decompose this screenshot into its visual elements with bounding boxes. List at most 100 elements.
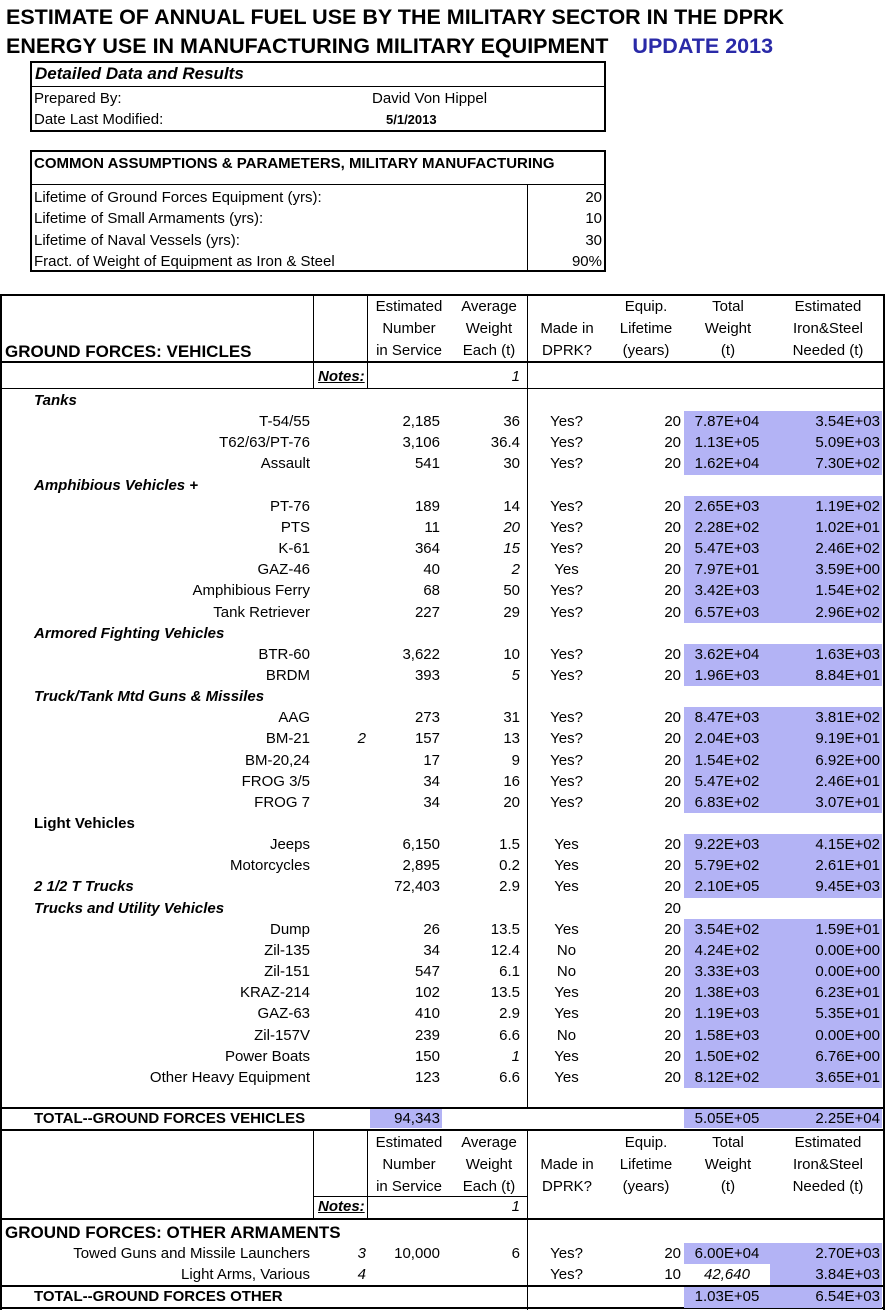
number-cell: 227 [414, 603, 440, 621]
weight-cell: 2.9 [499, 1005, 520, 1023]
number-cell: 10,000 [394, 1245, 440, 1262]
total-weight-cell: 3.54E+02 [694, 920, 760, 938]
iron-cell: 9.45E+03 [815, 878, 880, 896]
made-cell: Yes [554, 857, 579, 875]
notes-label: Notes: [318, 368, 365, 385]
item-label: Dump [269, 920, 310, 938]
notes-value: 1 [511, 1198, 520, 1215]
divider [0, 1129, 885, 1131]
made-cell: Yes? [550, 413, 583, 431]
note-cell: 3 [357, 1245, 366, 1262]
lifetime-cell: 20 [664, 603, 681, 621]
assumptions-heading: COMMON ASSUMPTIONS & PARAMETERS, MILITAR… [34, 155, 555, 172]
assumption-value: 10 [585, 210, 602, 228]
total-weight-cell: 7.87E+04 [694, 413, 760, 431]
total-weight-cell: 1.58E+03 [694, 1026, 760, 1044]
lifetime-cell: 20 [664, 1005, 681, 1023]
lifetime-cell: 20 [664, 645, 681, 663]
made-cell: Yes [554, 1068, 579, 1086]
lifetime-cell: 20 [664, 963, 681, 981]
prepared-value: David Von Hippel [372, 90, 488, 107]
iron-cell: 0.00E+00 [815, 1026, 880, 1044]
weight-cell: 13 [503, 730, 520, 748]
weight-cell: 6 [511, 1245, 520, 1262]
item-label: KRAZ-214 [239, 984, 310, 1002]
divider [313, 294, 314, 389]
total-weight-cell: 2.10E+05 [694, 878, 760, 896]
weight-cell: 2 [511, 561, 520, 579]
iron-cell: 3.81E+02 [815, 709, 880, 727]
total-iron: 6.54E+03 [815, 1288, 880, 1305]
total-weight-cell: 2.28E+02 [694, 518, 760, 536]
divider [527, 1130, 528, 1310]
weight-cell: 6.6 [499, 1068, 520, 1086]
assumption-value: 90% [571, 252, 602, 270]
iron-cell: 5.35E+01 [815, 1005, 880, 1023]
highlight-cell [684, 1243, 882, 1264]
category-label: Armored Fighting Vehicles [34, 624, 225, 642]
assumption-value: 20 [585, 189, 602, 206]
highlight-cell [684, 1109, 882, 1128]
number-cell: 17 [423, 751, 440, 769]
iron-cell: 1.59E+01 [815, 920, 880, 938]
divider [527, 388, 528, 1108]
iron-cell: 3.54E+03 [815, 413, 880, 431]
title-line-2: ENERGY USE IN MANUFACTURING MILITARY EQU… [6, 33, 773, 59]
total-label: TOTAL--GROUND FORCES OTHER [34, 1288, 283, 1305]
category-label: Trucks and Utility Vehicles [34, 899, 225, 917]
divider [0, 361, 885, 363]
weight-cell: 20 [503, 793, 520, 811]
weight-cell: 36.4 [490, 434, 520, 452]
category-label: Amphibious Vehicles + [34, 476, 199, 494]
header-life: Lifetime [619, 1156, 673, 1173]
section-title: GROUND FORCES: OTHER ARMAMENTS [5, 1223, 341, 1242]
notes-value: 1 [511, 368, 520, 385]
number-cell: 150 [414, 1047, 440, 1065]
lifetime-cell: 20 [664, 899, 681, 917]
made-cell: Yes? [550, 730, 583, 748]
iron-cell: 1.19E+02 [815, 497, 880, 515]
made-cell: Yes? [550, 518, 583, 536]
total-weight-cell: 1.38E+03 [694, 984, 760, 1002]
header-tw: Total [712, 1134, 744, 1151]
note-cell: 2 [357, 730, 366, 748]
total-weight-cell: 3.42E+03 [694, 582, 760, 600]
weight-cell: 12.4 [490, 941, 520, 959]
highlight-cell [684, 707, 882, 813]
highlight-cell [684, 411, 882, 475]
table-left-border [0, 294, 2, 1310]
highlight-cell [684, 495, 882, 623]
number-cell: 3,106 [402, 434, 440, 452]
iron-cell: 6.23E+01 [815, 984, 880, 1002]
divider [367, 1130, 368, 1220]
made-cell: Yes? [550, 1245, 583, 1262]
divider [0, 1285, 885, 1287]
item-label: Assault [260, 455, 310, 473]
item-label: PT-76 [269, 497, 310, 515]
made-cell: Yes? [550, 709, 583, 727]
weight-cell: 2.9 [499, 878, 520, 896]
item-label: Motorcycles [229, 857, 310, 875]
made-cell: Yes [554, 984, 579, 1002]
weight-cell: 6.6 [499, 1026, 520, 1044]
header-avg: Average [461, 1134, 517, 1151]
info-box [30, 61, 606, 132]
made-cell: Yes? [550, 772, 583, 790]
weight-cell: 6.1 [499, 963, 520, 981]
assumption-label: Lifetime of Ground Forces Equipment (yrs… [34, 189, 322, 206]
total-weight-cell: 3.33E+03 [694, 963, 760, 981]
made-cell: Yes [554, 878, 579, 896]
iron-cell: 8.84E+01 [815, 666, 880, 684]
item-label: Jeeps [269, 836, 310, 854]
total-weight-cell: 1.13E+05 [694, 434, 760, 452]
made-cell: Yes [554, 920, 579, 938]
header-tw: (t) [720, 1178, 736, 1195]
lifetime-cell: 20 [664, 772, 681, 790]
item-label: T62/63/PT-76 [219, 434, 310, 452]
lifetime-cell: 20 [664, 984, 681, 1002]
header-iron: Needed (t) [792, 1178, 864, 1195]
modified-value: 5/1/2013 [386, 112, 437, 127]
header-made: DPRK? [541, 1178, 593, 1195]
iron-cell: 3.07E+01 [815, 793, 880, 811]
total-weight-cell: 1.62E+04 [694, 455, 760, 473]
